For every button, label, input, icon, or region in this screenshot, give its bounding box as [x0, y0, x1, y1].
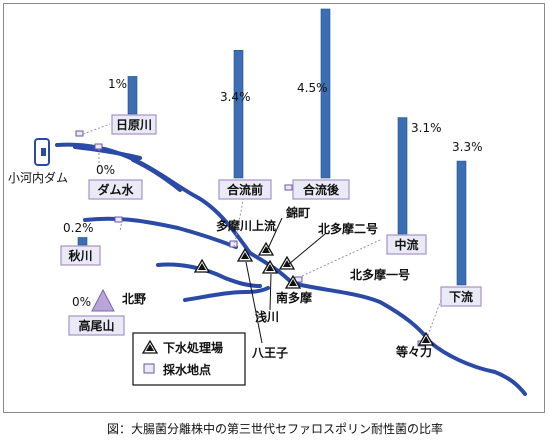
site-name-karyu: 下流	[449, 289, 473, 304]
place-kitano: 北野	[122, 291, 146, 306]
treatment-plant-icon-tamagawa-joryu	[236, 247, 254, 262]
treatment-plant-icon	[141, 339, 159, 354]
place-asakawa: 浅川	[255, 309, 279, 324]
treatment-plant-icon-kitatama-2	[278, 255, 296, 270]
bar-goryu_mae	[233, 50, 244, 179]
place-nishikicho: 錦町	[285, 205, 310, 220]
site-label-takao: 高尾山	[68, 315, 125, 336]
bar-churyu	[397, 117, 408, 235]
legend-sampling-point: 採水地点	[163, 362, 211, 377]
site-label-karyu: 下流	[440, 286, 482, 307]
place-ogochi-dam: 小河内ダム	[8, 170, 68, 185]
percent-label-hinohara: 1%	[108, 77, 127, 91]
site-label-goryu_go: 合流後	[292, 179, 350, 200]
river-akigawa	[83, 216, 238, 249]
leader-line	[245, 261, 263, 344]
bar-goryu_go	[320, 8, 331, 179]
legend: 下水処理場 採水地点	[132, 332, 246, 386]
sampling-point-icon	[114, 216, 123, 223]
river-north-tributary	[131, 158, 182, 192]
place-minamitama: 南多摩	[276, 290, 312, 305]
legend-treatment-plant: 下水処理場	[163, 340, 223, 355]
leader-line	[269, 273, 272, 311]
percent-label-goryu_go: 4.5%	[297, 81, 328, 95]
river-asakawa-branch	[183, 286, 270, 302]
sampling-point-icon	[75, 130, 84, 137]
percent-label-goryu_mae: 3.4%	[220, 90, 251, 104]
mountain-icon	[91, 288, 115, 312]
leader-line	[288, 233, 326, 265]
place-hachioji: 八王子	[251, 346, 288, 360]
place-kitatama-1: 北多摩一号	[350, 267, 410, 282]
site-label-goryu_mae: 合流前	[218, 179, 272, 200]
leader-line	[265, 217, 283, 254]
treatment-plant-icon-nishikicho	[257, 241, 275, 256]
treatment-plant-icon-minamitama	[284, 274, 302, 289]
treatment-plant-icon-kitano	[193, 258, 211, 273]
site-name-takao: 高尾山	[78, 318, 114, 333]
figure-frame	[3, 3, 545, 413]
site-name-akigawa: 秋川	[68, 248, 92, 263]
site-label-hinohara: 日原川	[111, 114, 157, 135]
percent-label-damsui: 0%	[96, 163, 115, 177]
site-name-damsui: ダム水	[97, 182, 134, 197]
percent-label-karyu: 3.3%	[452, 140, 483, 154]
site-name-churyu: 中流	[394, 237, 418, 252]
sampling-point-icon	[229, 240, 238, 248]
figure-caption: 図：大腸菌分離株中の第三世代セファロスポリン耐性菌の比率	[106, 422, 443, 436]
percent-label-takao: 0%	[72, 295, 91, 309]
bar-karyu	[456, 160, 467, 286]
river-asakawa	[156, 262, 262, 288]
percent-label-akigawa: 0.2%	[63, 221, 94, 235]
site-name-goryu_go: 合流後	[303, 182, 340, 197]
sampling-point-icon	[143, 363, 155, 374]
leader-line	[82, 123, 111, 135]
treatment-plant-icon-todoroki	[417, 331, 435, 346]
site-name-hinohara: 日原川	[116, 118, 152, 132]
bar-hinohara	[127, 76, 138, 115]
percent-label-churyu: 3.1%	[411, 121, 442, 135]
site-label-akigawa: 秋川	[60, 245, 101, 266]
sampling-point-icon	[94, 143, 103, 150]
bar-akigawa	[77, 237, 88, 246]
place-tamagawa-joryu: 多摩川上流	[216, 218, 276, 233]
place-todoroki: 等々力	[395, 344, 432, 359]
site-name-goryu_mae: 合流前	[227, 182, 263, 197]
dam-icon	[34, 138, 50, 166]
river-hinohara	[73, 145, 142, 160]
place-kitatama-2: 北多摩二号	[318, 221, 378, 236]
site-label-churyu: 中流	[386, 234, 427, 255]
treatment-plant-icon-asakawa	[261, 259, 279, 274]
leader-line	[233, 195, 245, 248]
site-label-damsui: ダム水	[88, 179, 143, 200]
sampling-point-icon	[284, 184, 293, 191]
